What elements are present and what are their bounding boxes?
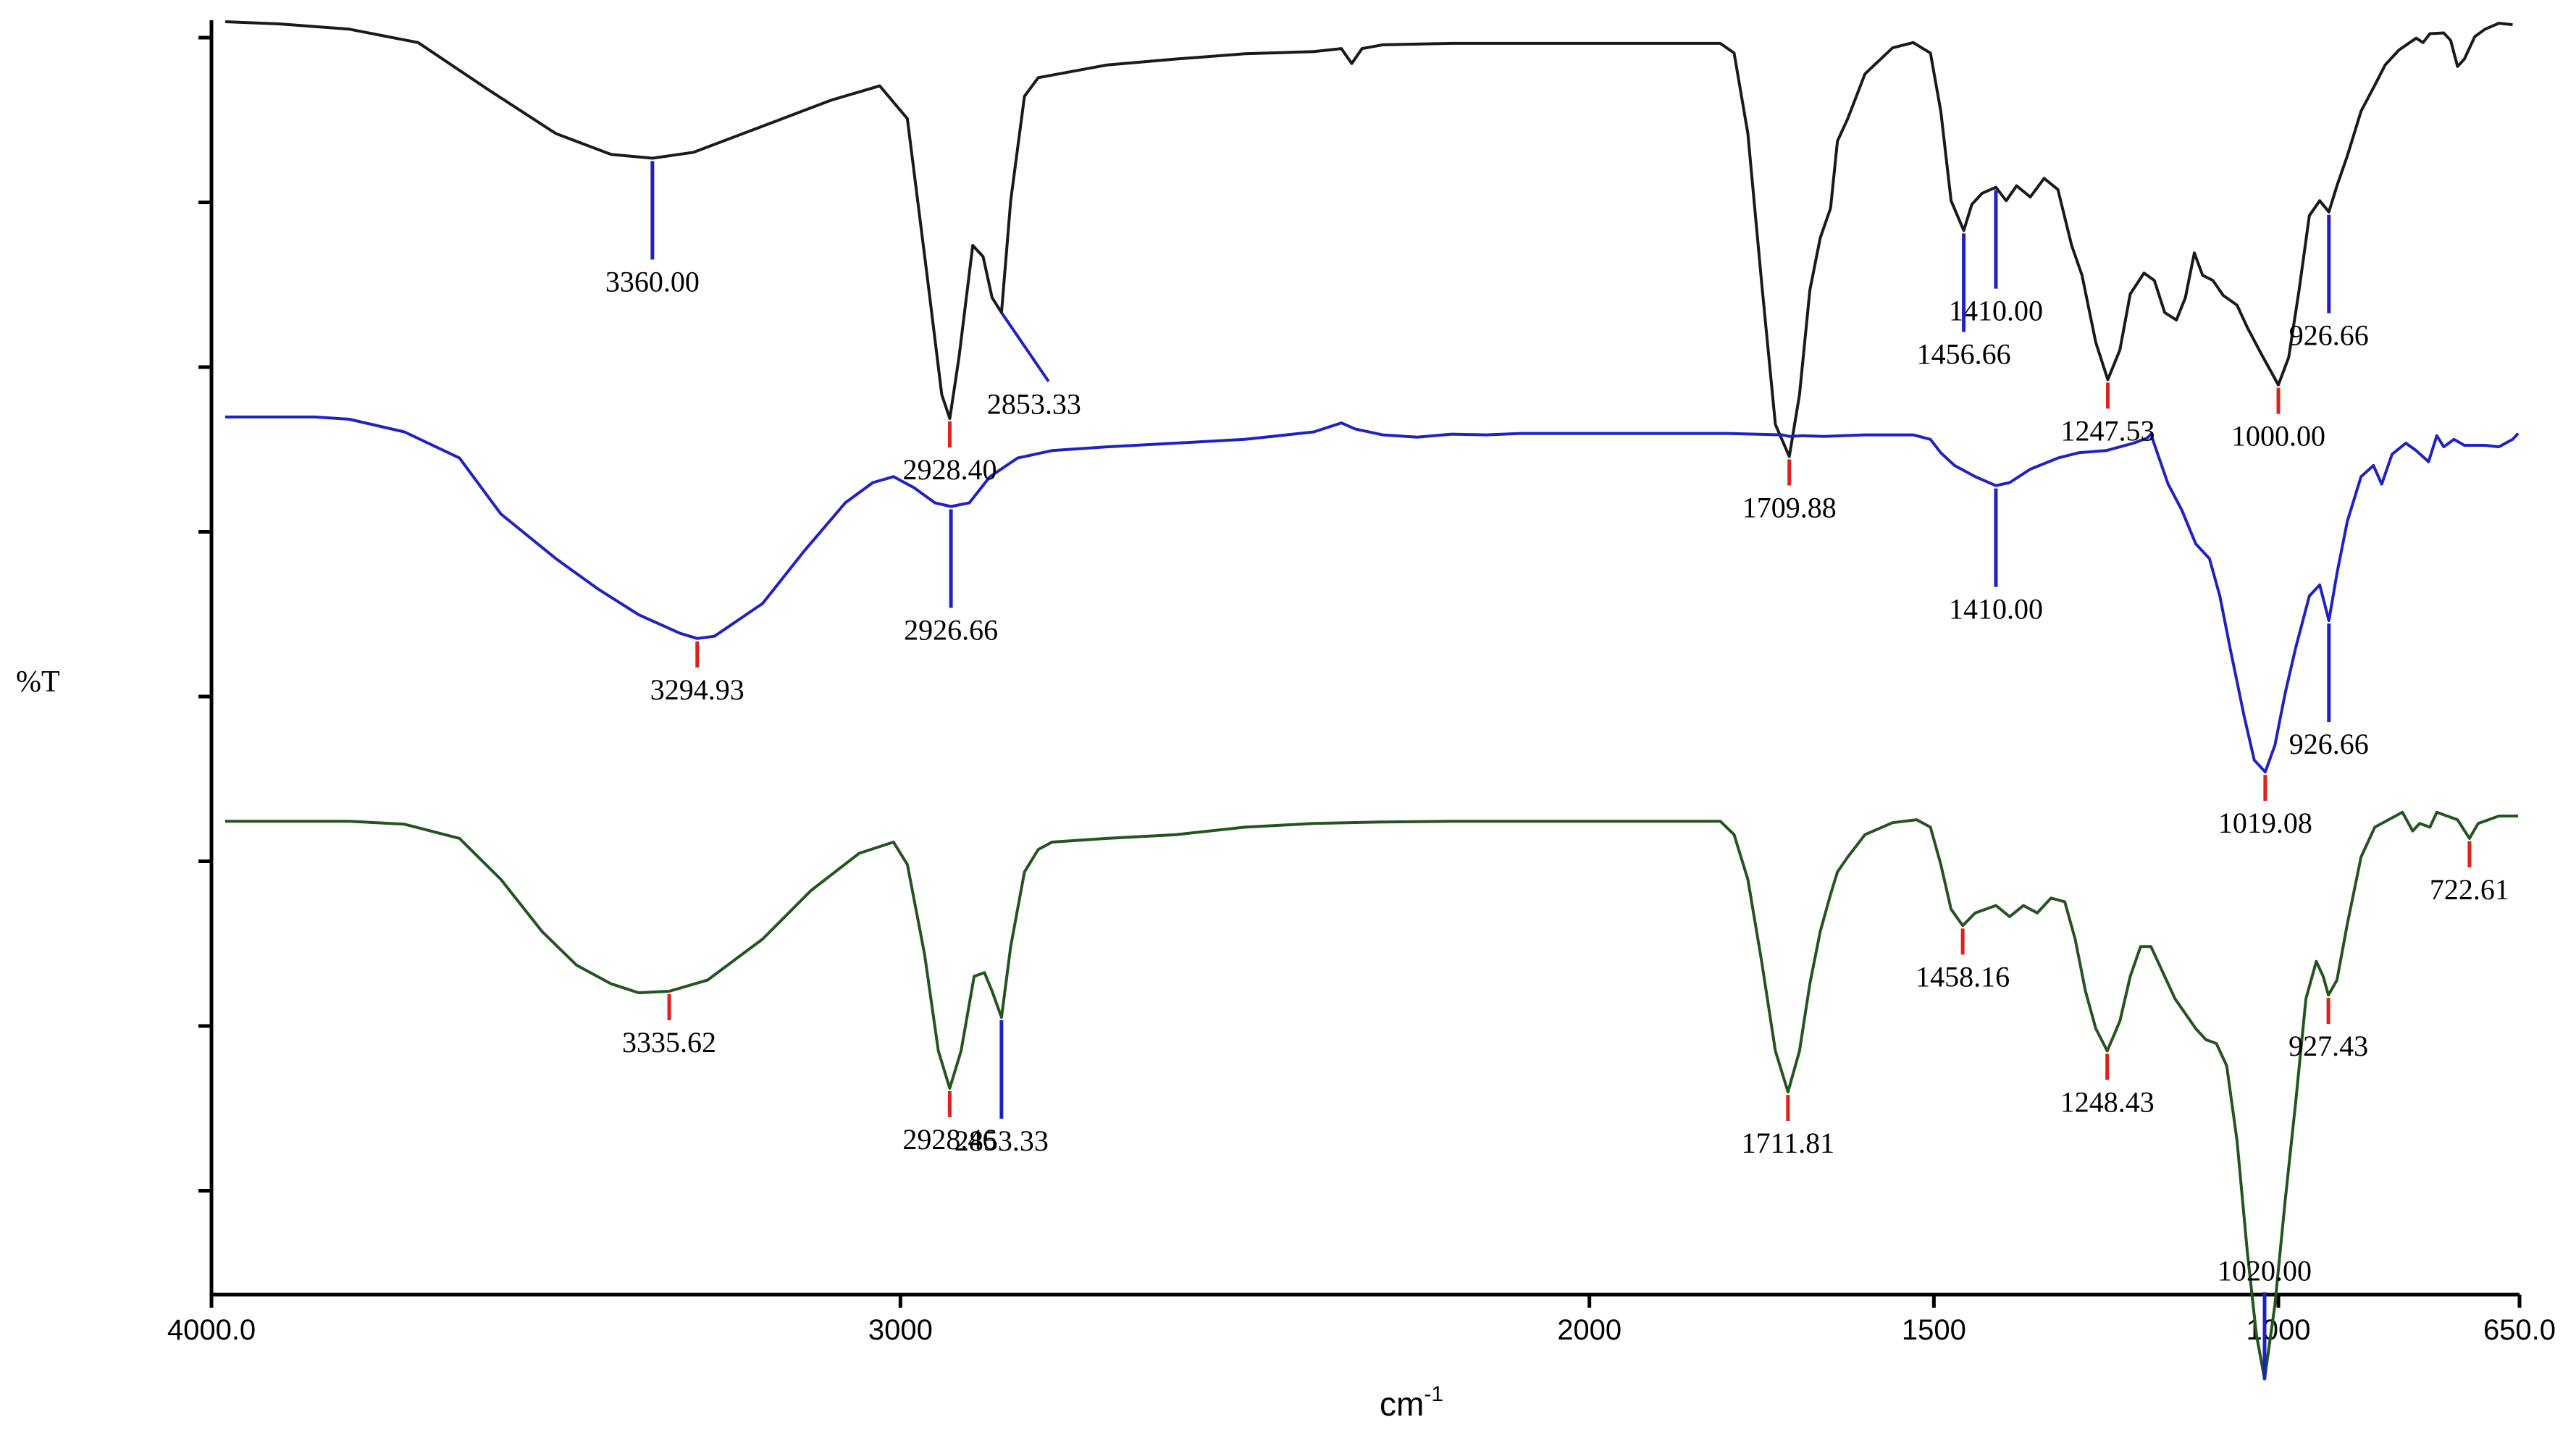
peak-annotations: 3360.00 2928.40 2853.33 1709.88 1410.00 1456.… xyxy=(605,161,2509,1379)
x-tick-label: 3000 xyxy=(868,1314,933,1346)
chart-axes xyxy=(209,20,2520,1297)
x-tick-label: 650.0 xyxy=(2483,1314,2556,1346)
peak-label: 1709.88 xyxy=(1742,491,1837,524)
peak-label: 1019.08 xyxy=(2218,807,2312,839)
peak-label: 1711.81 xyxy=(1742,1127,1835,1159)
peak-label: 926.66 xyxy=(2289,319,2369,352)
peak-label: 1248.43 xyxy=(2060,1085,2155,1118)
x-axis-label-base: cm xyxy=(1380,1385,1424,1423)
peak-label: 1247.53 xyxy=(2061,414,2155,447)
peak-label: 2926.66 xyxy=(904,614,998,647)
peak-label: 2928.40 xyxy=(902,453,997,486)
x-axis-label-superscript: -1 xyxy=(1424,1382,1443,1406)
spectra xyxy=(225,20,2520,1381)
spectrum-line-1 xyxy=(225,20,2513,458)
spectrum-line-3 xyxy=(225,810,2519,1381)
x-tick-label: 2000 xyxy=(1557,1314,1621,1346)
peak-label: 2853.33 xyxy=(987,388,1081,421)
peak-label: 1458.16 xyxy=(1916,960,2010,993)
peak-label: 3360.00 xyxy=(605,265,700,298)
x-tick-label: 4000.0 xyxy=(167,1314,256,1346)
peak-label: 1456.66 xyxy=(1917,337,2011,370)
peak-label: 722.61 xyxy=(2430,873,2509,906)
peak-label: 926.66 xyxy=(2289,728,2369,760)
peak-label: 1020.00 xyxy=(2218,1255,2312,1287)
peak-label: 2928.46 xyxy=(902,1123,997,1156)
x-tick-label: 1500 xyxy=(1902,1314,1966,1346)
peak-label: 1410.00 xyxy=(1949,593,2043,626)
peak-label: 1000.00 xyxy=(2231,420,2325,453)
peak-marker xyxy=(1000,311,1050,382)
y-axis-ticks xyxy=(198,35,211,1193)
x-axis-ticks: 4000.0 3000 2000 1500 1000 650.0 xyxy=(167,1295,2556,1346)
spectrum-line-2 xyxy=(225,415,2520,774)
peak-label: 927.43 xyxy=(2288,1030,2368,1062)
peak-label: 3294.93 xyxy=(650,673,744,706)
peak-label: 2853.33 xyxy=(955,1124,1049,1157)
y-axis-label: %T xyxy=(16,665,60,699)
x-axis-label: cm-1 xyxy=(1380,1382,1443,1423)
peak-label: 3335.62 xyxy=(622,1026,716,1059)
